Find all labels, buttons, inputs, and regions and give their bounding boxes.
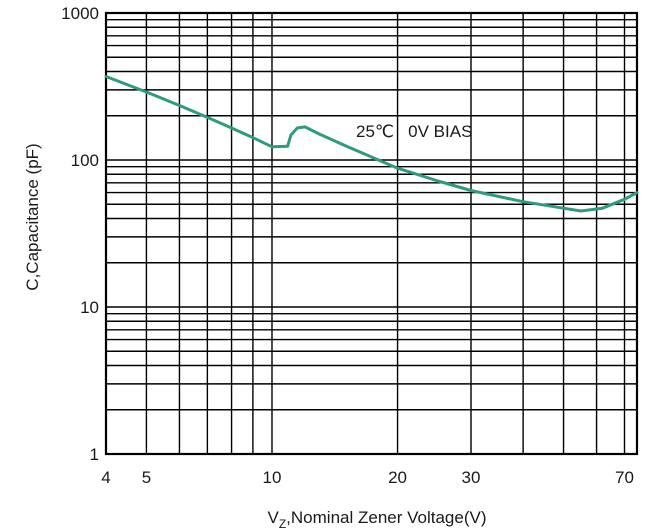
series-line [104, 75, 639, 213]
x-axis-label-subscript: Z [279, 517, 286, 531]
y-tick-label: 1 [90, 445, 99, 464]
x-axis-label-rest: ,Nominal Zener Voltage(V) [286, 508, 486, 527]
y-tick-label: 100 [71, 151, 99, 170]
x-tick-labels: 4 5 10 20 30 70 [101, 468, 634, 487]
y-tick-labels: 1 10 100 1000 [61, 4, 99, 464]
plot-frame [104, 11, 639, 456]
x-tick-label: 4 [101, 468, 110, 487]
x-tick-label: 5 [142, 468, 151, 487]
x-tick-label: 10 [263, 468, 282, 487]
x-axis-label: VZ,Nominal Zener Voltage(V) [267, 508, 486, 531]
y-axis-label: C,Capacitance (pF) [23, 143, 42, 290]
x-tick-label: 70 [615, 468, 634, 487]
x-tick-label: 20 [388, 468, 407, 487]
y-tick-label: 1000 [61, 4, 99, 23]
x-tick-label: 30 [462, 468, 481, 487]
series-group [104, 75, 639, 213]
x-axis-label-main: V [267, 508, 279, 527]
chart-annotation: 25℃ 0V BIAS [356, 122, 472, 141]
grid [105, 12, 638, 455]
y-tick-label: 10 [80, 298, 99, 317]
